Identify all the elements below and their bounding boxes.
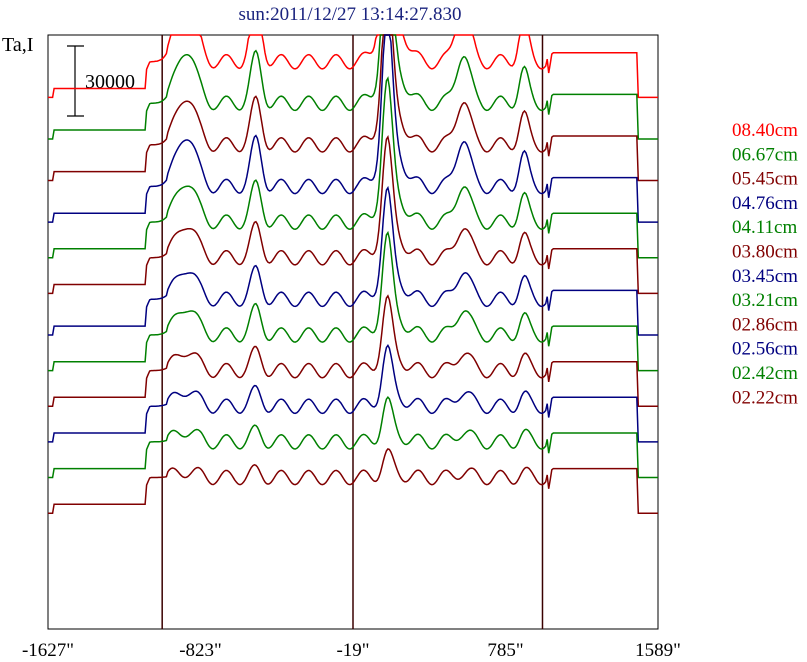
legend-item-10: 02.42cm (732, 363, 798, 384)
series-line-6 (48, 185, 658, 336)
series-line-7 (48, 230, 658, 372)
x-tick-label-2: -19" (336, 640, 369, 661)
series-line-10 (48, 396, 658, 479)
legend-item-3: 04.76cm (732, 193, 798, 214)
series-line-2 (48, 34, 658, 182)
series-line-0 (48, 34, 658, 99)
chart-title: sun:2011/12/27 13:14:27.830 (238, 4, 462, 25)
series-line-1 (48, 34, 658, 140)
legend-item-2: 05.45cm (732, 169, 798, 190)
series-line-4 (48, 76, 658, 259)
scale-bar (67, 45, 84, 117)
x-tick-label-4: 1589" (635, 640, 681, 661)
series-line-5 (48, 135, 658, 295)
y-axis-label: Ta,I (2, 34, 34, 56)
legend-item-0: 08.40cm (732, 120, 798, 141)
series-line-11 (48, 447, 658, 514)
x-tick-label-1: -823" (179, 640, 222, 661)
legend-item-5: 03.80cm (732, 242, 798, 263)
x-tick-label-3: 785" (487, 640, 523, 661)
legend-item-11: 02.22cm (732, 387, 798, 408)
legend-item-7: 03.21cm (732, 290, 798, 311)
x-tick-label-0: -1627" (22, 640, 74, 661)
series-line-3 (48, 34, 658, 223)
legend-item-8: 02.86cm (732, 314, 798, 335)
series-line-9 (48, 343, 658, 443)
legend-item-9: 02.56cm (732, 339, 798, 360)
legend-item-4: 04.11cm (732, 217, 797, 238)
legend-item-6: 03.45cm (732, 266, 798, 287)
scale-bar-label: 30000 (85, 71, 135, 93)
series-line-8 (48, 294, 658, 408)
legend-item-1: 06.67cm (732, 144, 798, 165)
